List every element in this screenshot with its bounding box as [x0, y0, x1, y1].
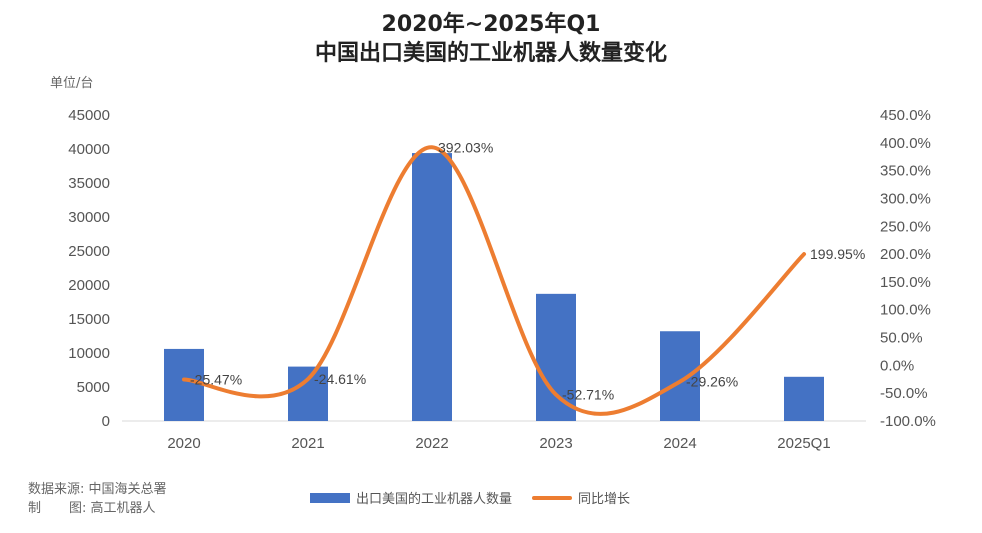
bar	[536, 293, 576, 421]
right-axis-ticks: -100.0% -50.0% 0.0% 50.0% 100.0% 150.0% 200.0%…	[880, 107, 936, 430]
left-axis-tick-label: 5000	[77, 379, 110, 396]
right-axis-tick-label: 0.0%	[880, 357, 914, 374]
bar	[164, 348, 204, 421]
category-tick-label: 2022	[415, 435, 448, 452]
left-axis-tick-label: 0	[102, 413, 110, 430]
left-axis-tick-label: 35000	[68, 175, 110, 192]
category-ticks: 2020 2021 2022 2023 2024 2025Q1	[167, 435, 830, 452]
right-axis-tick-label: 100.0%	[880, 302, 931, 319]
chart-title-line2: 中国出口美国的工业机器人数量变化	[314, 41, 667, 66]
right-axis-tick-label: -50.0%	[880, 385, 928, 402]
right-axis-tick-label: 400.0%	[880, 135, 931, 152]
maker-label-b: 图:	[69, 501, 87, 516]
growth-rate-label: 199.95%	[810, 246, 865, 262]
legend-bar-swatch	[310, 492, 350, 503]
category-tick-label: 2023	[539, 435, 572, 452]
right-axis-tick-label: 450.0%	[880, 107, 931, 124]
left-axis-tick-label: 20000	[68, 277, 110, 294]
left-axis-tick-label: 30000	[68, 209, 110, 226]
chart-title: 2020年~2025年Q1 中国出口美国的工业机器人数量变化	[0, 10, 982, 68]
category-tick-label: 2025Q1	[777, 435, 830, 452]
left-axis-ticks: 0 5000 10000 15000 20000 25000 30000 35000 40000…	[68, 107, 110, 430]
growth-rate-line	[182, 145, 806, 416]
bar-series	[164, 153, 824, 421]
right-axis-tick-label: -100.0%	[880, 413, 936, 430]
right-axis-tick-label: 200.0%	[880, 246, 931, 263]
maker-label-a: 制	[28, 501, 42, 516]
category-tick-label: 2021	[291, 435, 324, 452]
legend-item-line: 同比增长	[532, 488, 630, 507]
legend-item-bar: 出口美国的工业机器人数量	[310, 488, 512, 507]
chart-title-line1: 2020年~2025年Q1	[381, 12, 601, 37]
left-axis-tick-label: 25000	[68, 243, 110, 260]
legend-line-label: 同比增长	[578, 492, 631, 507]
growth-rate-label: -29.26%	[686, 374, 738, 390]
left-axis-tick-label: 40000	[68, 141, 110, 158]
left-axis-tick-label: 15000	[68, 311, 110, 328]
growth-rate-labels: -25.47% -24.61% 392.03% -52.71% -29.26% 199.9…	[190, 139, 865, 402]
right-axis-tick-label: 350.0%	[880, 163, 931, 180]
y-axis-unit-label: 单位/台	[50, 76, 94, 91]
left-axis-tick-label: 10000	[68, 345, 110, 362]
right-axis-tick-label: 250.0%	[880, 218, 931, 235]
growth-rate-label: -52.71%	[562, 387, 614, 403]
right-axis-tick-label: 150.0%	[880, 274, 931, 291]
legend-line-swatch	[532, 495, 573, 500]
growth-rate-label: -24.61%	[314, 371, 366, 387]
bar	[784, 376, 824, 421]
bar	[288, 366, 328, 421]
source-label: 数据来源:	[28, 482, 85, 497]
growth-rate-label: -25.47%	[190, 372, 242, 388]
left-axis-tick-label: 45000	[68, 107, 110, 124]
source-value: 中国海关总署	[88, 482, 167, 497]
bar	[412, 153, 452, 421]
category-tick-label: 2024	[663, 435, 696, 452]
legend-bar-label: 出口美国的工业机器人数量	[356, 492, 513, 507]
growth-rate-label: 392.03%	[438, 139, 493, 155]
right-axis-tick-label: 300.0%	[880, 190, 931, 207]
maker-value: 高工机器人	[90, 501, 156, 516]
source-note: 数据来源: 中国海关总署 制 图: 高工机器人	[28, 480, 167, 518]
right-axis-tick-label: 50.0%	[880, 330, 923, 347]
category-tick-label: 2020	[167, 435, 200, 452]
chart-legend: 出口美国的工业机器人数量 同比增长	[310, 488, 650, 507]
bar	[660, 331, 700, 421]
